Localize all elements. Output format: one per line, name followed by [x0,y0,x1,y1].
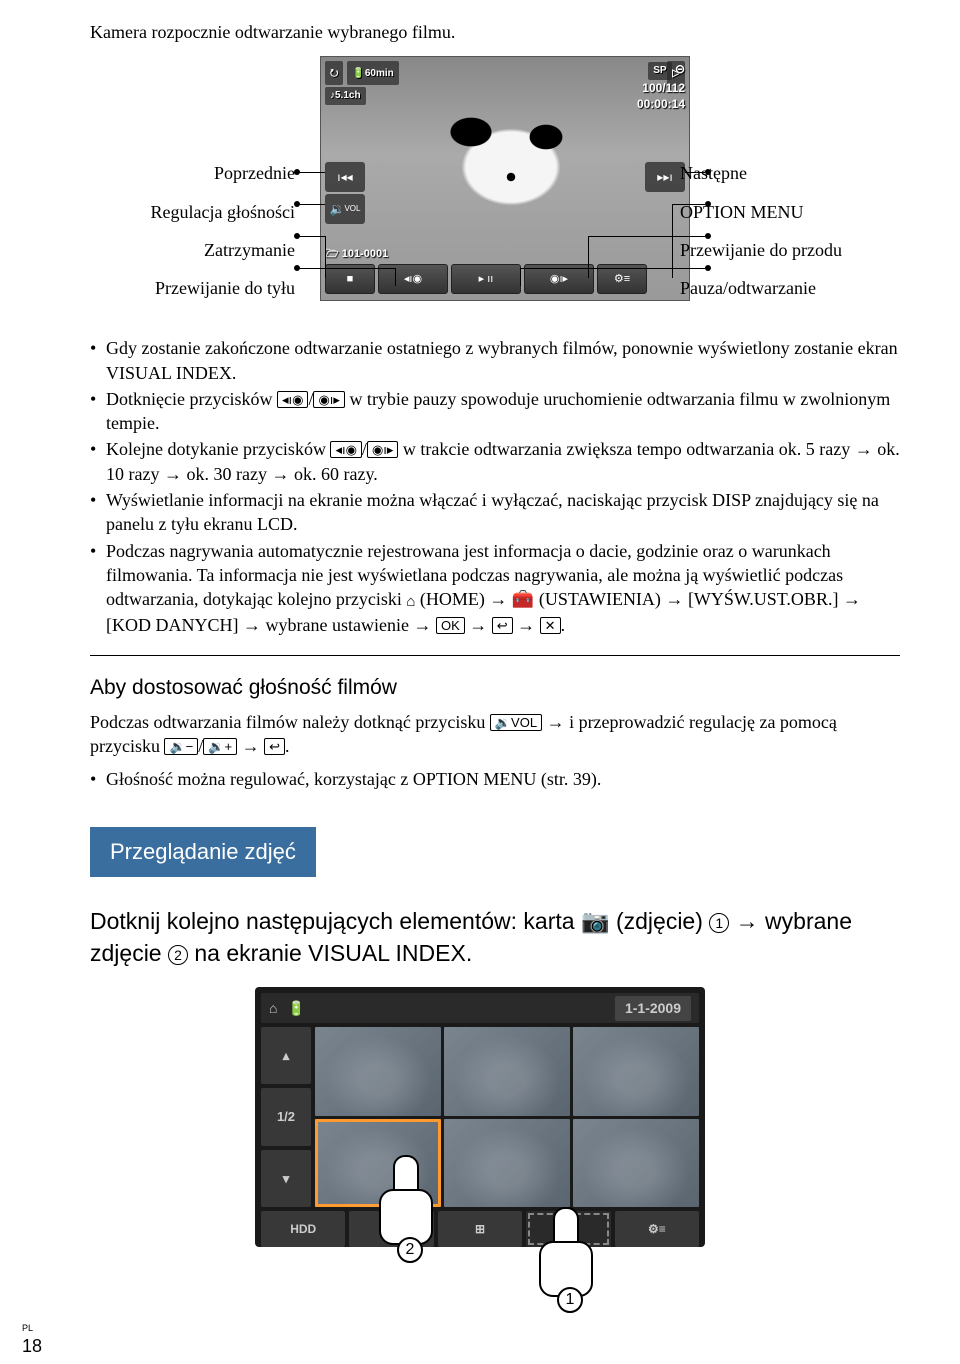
note-item: Podczas nagrywania automatycznie rejestr… [90,539,900,637]
date-badge: 1-1-2009 [615,996,691,1021]
divider [90,655,900,656]
hdd-label: HDD [261,1211,345,1247]
clip-counter: 100/112 [637,80,685,96]
label-option-menu: OPTION MENU [680,200,900,224]
thumbnail[interactable] [573,1119,699,1208]
step-2-icon: 2 [168,945,188,965]
note-item: Gdy zostanie zakończone odtwarzanie osta… [90,336,900,385]
step-1-icon: 1 [709,913,729,933]
callout-1: 1 [557,1287,583,1313]
battery-icon: 🔋 [287,999,304,1018]
photo-tab-button[interactable]: 📷 [526,1211,610,1247]
settings-icon: 🧰 [512,589,534,609]
playback-notes: Gdy zostanie zakończone odtwarzanie osta… [90,336,900,637]
return-icon: ↩ [492,617,513,634]
note-item: Wyświetlanie informacji na ekranie można… [90,488,900,537]
label-next: Następne [680,161,900,185]
channel-badge: ♪5.1ch [325,87,366,105]
thumbnail[interactable] [444,1027,570,1116]
close-icon: ✕ [540,617,561,634]
page-indicator: 1/2 [261,1088,311,1145]
next-clip-button[interactable]: ▸▸ı [645,162,685,192]
play-pause-button[interactable]: ▸ ıı [451,264,521,294]
label-stop: Zatrzymanie [90,238,295,262]
timecode: 00:00:14 [637,96,685,112]
volume-icon: 🔉VOL [490,714,542,731]
folder-label: 🗁 101-0001 [325,247,388,262]
note-item: Kolejne dotykanie przycisków ◂ı◉/◉ı▸ w t… [90,437,900,486]
volume-body: Podczas odtwarzania filmów należy dotkną… [90,710,900,759]
note-item: Dotknięcie przycisków ◂ı◉/◉ı▸ w trybie p… [90,387,900,436]
film-tab-button[interactable]: ⊞ [438,1211,522,1247]
date-tab-button[interactable]: 🗓 [349,1211,433,1247]
section-tab: Przeglądanie zdjęć [90,827,316,877]
volume-button[interactable]: 🔉VOL [325,194,365,224]
battery-time: 🔋 60min [347,61,398,85]
label-pause-play: Pauza/odtwarzanie [680,276,900,300]
prev-clip-button[interactable]: ı◂◂ [325,162,365,192]
rewind-icon: ◂ı◉ [330,441,361,458]
thumbnail[interactable] [315,1027,441,1116]
option-tab-button[interactable]: ⚙≡ [615,1211,699,1247]
volume-note: Głośność można regulować, korzystając z … [90,767,900,791]
intro-line: Kamera rozpocznie odtwarzanie wybranego … [90,20,900,44]
page-number: PL 18 [22,1322,42,1358]
volume-up-icon: 🔉+ [203,738,237,755]
label-previous: Poprzednie [90,161,295,185]
home-icon: ⌂ [406,594,415,610]
volume-down-icon: 🔉− [164,738,198,755]
thumbnail[interactable] [444,1119,570,1208]
ok-icon: OK [436,617,465,634]
video-frame-dog [411,87,601,227]
page-down-button[interactable]: ▾ [261,1150,311,1207]
quality-badge: SP [648,62,671,80]
callout-2: 2 [397,1237,423,1263]
volume-heading: Aby dostosować głośność filmów [90,674,900,702]
playback-screen: ⭮ 🔋 60min ▷ SP ⊝ 100/112 00:00:14 ♪5.1ch… [320,56,690,301]
disc-icon: ⊝ [675,62,685,76]
thumbnail[interactable] [573,1027,699,1116]
loop-icon: ⭮ [325,61,343,85]
home-icon[interactable]: ⌂ [269,999,277,1018]
task-heading: Dotknij kolejno następujących elementów:… [90,905,900,969]
thumbnail-selected[interactable] [315,1119,441,1208]
forward-icon: ◉ı▸ [367,441,398,458]
rewind-icon: ◂ı◉ [277,391,308,408]
return-icon: ↩ [264,738,285,755]
visual-index-diagram: ⌂ 🔋 1-1-2009 ▴ 1/2 ▾ HDD 🗓 ⊞ [255,987,735,1247]
thumbnail-grid [315,1027,699,1207]
label-rewind: Przewijanie do tyłu [90,276,295,300]
label-volume: Regulacja głośności [90,200,295,224]
camera-icon: 📷 [581,908,610,934]
forward-icon: ◉ı▸ [313,391,344,408]
playback-diagram: Poprzednie Regulacja głośności Zatrzyman… [90,56,900,316]
visual-index-screen: ⌂ 🔋 1-1-2009 ▴ 1/2 ▾ HDD 🗓 ⊞ [255,987,705,1247]
note-item: Głośność można regulować, korzystając z … [90,767,900,791]
page-up-button[interactable]: ▴ [261,1027,311,1084]
label-fast-forward: Przewijanie do przodu [680,238,900,262]
